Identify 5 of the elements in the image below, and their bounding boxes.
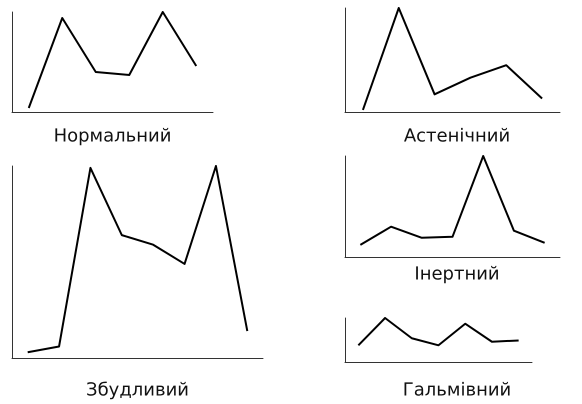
text: Астенічний (404, 126, 510, 146)
text: Збудливий (86, 380, 189, 400)
text: Гальмівний (402, 380, 512, 400)
text: Нормальний (54, 126, 172, 146)
text: Інертний (414, 264, 500, 284)
